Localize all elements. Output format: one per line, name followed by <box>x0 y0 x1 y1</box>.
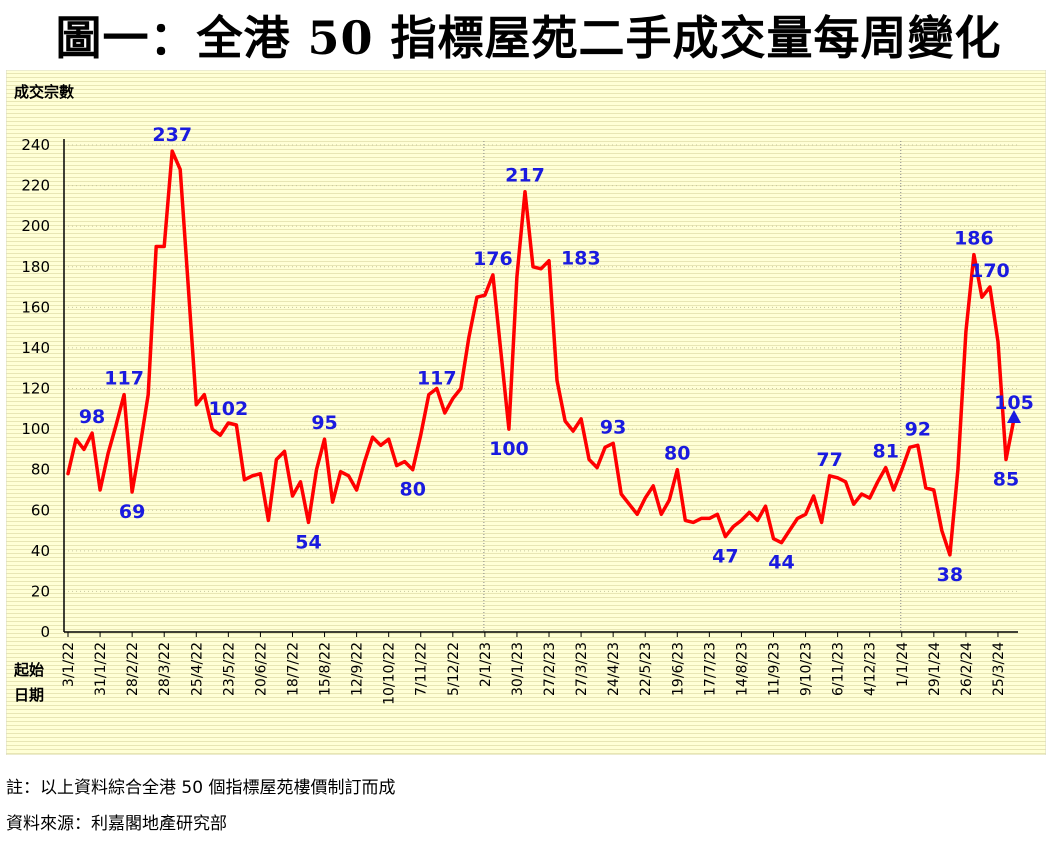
chart-frame: 成交宗數 0 20 40 60 80 100 120 140 160 180 200 220 240 3/… <box>5 69 1047 756</box>
data-label: 170 <box>970 260 1010 282</box>
x-tick-label: 25/3/24 <box>991 642 1007 696</box>
x-tick-label: 2/1/23 <box>478 642 494 687</box>
x-tick-label: 28/2/22 <box>125 642 141 696</box>
footnote: 註：以上資料綜合全港 50 個指標屋苑樓價制訂而成 <box>6 778 396 798</box>
y-tick-label: 180 <box>21 258 50 276</box>
x-axis-label-line2: 日期 <box>14 686 44 704</box>
x-tick-label: 20/6/22 <box>253 642 269 696</box>
data-label: 237 <box>152 124 192 146</box>
y-tick-label: 20 <box>31 582 50 600</box>
x-tick-label: 27/3/23 <box>574 642 590 696</box>
data-label: 54 <box>295 531 321 553</box>
x-tick-label: 7/11/22 <box>414 642 430 696</box>
data-label: 77 <box>816 449 842 471</box>
x-tick-label: 11/9/23 <box>766 642 782 696</box>
y-tick-label: 80 <box>31 461 50 479</box>
x-axis-label-line1: 起始 <box>13 661 44 679</box>
data-label: 117 <box>104 368 144 390</box>
data-label: 102 <box>209 398 249 420</box>
y-tick-label: 240 <box>21 136 50 154</box>
data-label: 105 <box>994 392 1034 414</box>
x-tick-label: 18/7/22 <box>285 642 301 696</box>
y-tick-label: 220 <box>21 177 50 195</box>
y-tick-label: 0 <box>40 623 50 641</box>
chart-area-background <box>5 69 1047 756</box>
data-label: 80 <box>664 443 690 465</box>
data-label: 85 <box>993 469 1019 491</box>
latest-point-marker <box>1006 409 1021 423</box>
y-tick-label: 160 <box>21 298 50 316</box>
data-label: 44 <box>768 552 794 574</box>
x-tick-label: 25/4/22 <box>189 642 205 696</box>
x-tick-label: 10/10/22 <box>382 642 398 705</box>
y-axis-label: 成交宗數 <box>14 83 74 101</box>
x-tick-label: 17/7/23 <box>702 642 718 696</box>
data-label: 69 <box>119 501 145 523</box>
data-label: 186 <box>954 228 994 250</box>
page-title: 圖一：全港 50 指標屋苑二手成交量每周變化 <box>55 11 1002 65</box>
data-label: 47 <box>712 546 738 568</box>
source-note: 資料來源：利嘉閣地產研究部 <box>6 814 227 834</box>
x-tick-label: 14/8/23 <box>734 642 750 696</box>
x-tick-label: 22/5/23 <box>638 642 654 696</box>
data-label: 117 <box>417 368 457 390</box>
data-label: 183 <box>561 248 601 270</box>
y-tick-label: 40 <box>31 542 50 560</box>
data-label: 176 <box>473 248 513 270</box>
x-tick-label: 28/3/22 <box>157 642 173 696</box>
data-label: 93 <box>600 416 626 438</box>
data-label: 92 <box>905 418 931 440</box>
data-label: 80 <box>400 479 426 501</box>
x-tick-label: 27/2/23 <box>542 642 558 696</box>
x-tick-label: 3/1/22 <box>61 642 77 687</box>
y-tick-label: 200 <box>21 217 50 235</box>
x-tick-label: 26/2/24 <box>959 642 975 696</box>
x-tick-label: 4/12/23 <box>863 642 879 696</box>
data-label: 217 <box>505 165 545 187</box>
series-line <box>66 149 1016 557</box>
x-tick-label: 31/1/22 <box>93 642 109 696</box>
y-tick-label: 60 <box>31 501 50 519</box>
data-label: 100 <box>489 438 529 460</box>
data-label: 95 <box>311 412 337 434</box>
data-label: 81 <box>872 441 898 463</box>
x-tick-label: 1/1/24 <box>895 642 911 687</box>
weekly-transactions-line-chart: 成交宗數 0 20 40 60 80 100 120 140 160 180 200 220 240 3/… <box>5 69 1047 756</box>
x-tick-label: 23/5/22 <box>221 642 237 696</box>
data-label: 98 <box>79 406 105 428</box>
x-tick-label: 24/4/23 <box>606 642 622 696</box>
x-tick-label: 9/10/23 <box>799 642 815 696</box>
y-tick-label: 120 <box>21 380 50 398</box>
x-tick-label: 15/8/22 <box>318 642 334 696</box>
y-tick-label: 140 <box>21 339 50 357</box>
x-tick-label: 5/12/22 <box>446 642 462 696</box>
x-tick-label: 12/9/22 <box>350 642 366 696</box>
x-tick-label: 29/1/24 <box>927 642 943 696</box>
data-label: 38 <box>937 564 963 586</box>
y-tick-label: 100 <box>21 420 50 438</box>
x-tick-label: 19/6/23 <box>670 642 686 696</box>
x-tick-label: 6/11/23 <box>831 642 847 696</box>
x-tick-label: 30/1/23 <box>510 642 526 696</box>
